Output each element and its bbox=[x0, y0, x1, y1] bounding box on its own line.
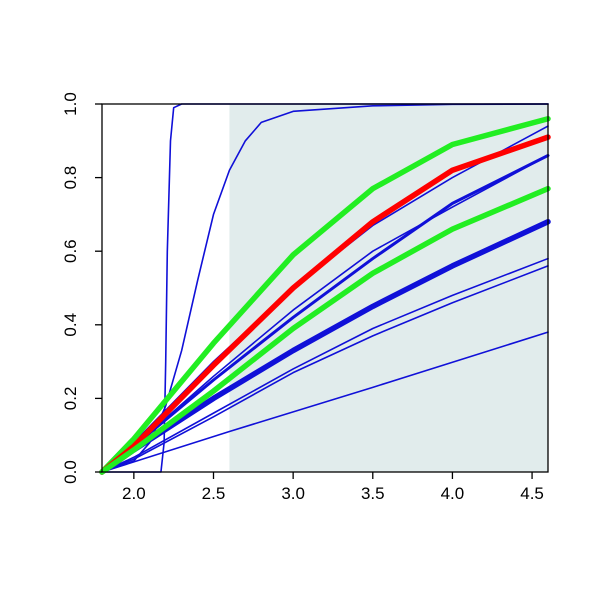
series-line-10-green bbox=[99, 115, 551, 475]
x-tick-label-4: 3.5 bbox=[361, 484, 385, 503]
y-tick-label-5: 0.8 bbox=[61, 166, 80, 190]
y-tick-label-3: 0.4 bbox=[61, 313, 80, 337]
shaded-region-layer bbox=[229, 104, 548, 472]
shaded-region bbox=[229, 104, 548, 472]
x-tick-label-5: 4.0 bbox=[441, 484, 465, 503]
series-line-11-red bbox=[99, 134, 551, 475]
x-tick-label-6: 4.5 bbox=[520, 484, 544, 503]
x-tick-label-3: 3.0 bbox=[281, 484, 305, 503]
y-tick-label-6: 1.0 bbox=[61, 92, 80, 116]
series-line-7-blue bbox=[101, 331, 549, 473]
series-layer bbox=[99, 103, 551, 475]
series-line-1-blue bbox=[101, 103, 549, 473]
series-line-6-blue bbox=[101, 265, 549, 473]
x-tick-label-2: 2.5 bbox=[202, 484, 226, 503]
x-tick-label-1: 2.0 bbox=[122, 484, 146, 503]
plot-frame bbox=[101, 103, 549, 473]
series-line-5-blue bbox=[101, 257, 549, 473]
series-line-12-green bbox=[99, 185, 551, 475]
y-tick-label-1: 0.0 bbox=[61, 460, 80, 484]
axes-layer: 2.0 2.5 3.0 3.5 4.0 4.5 0.0 0.2 0.4 0.6 0.8 1.0 bbox=[61, 92, 549, 503]
y-tick-label-4: 0.6 bbox=[61, 239, 80, 263]
y-tick-label-2: 0.2 bbox=[61, 387, 80, 411]
